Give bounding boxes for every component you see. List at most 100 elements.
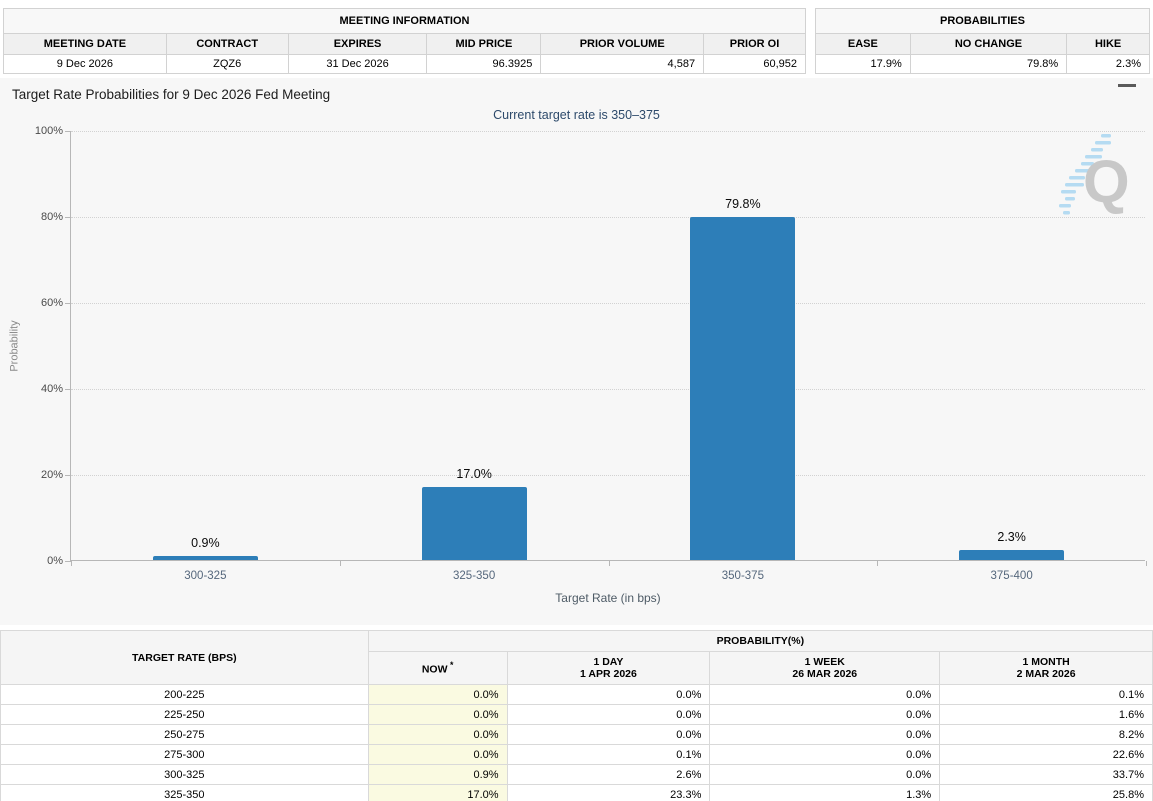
probability-value: 79.8% (909, 54, 1068, 74)
meeting-information-title: MEETING INFORMATION (3, 8, 806, 34)
probability-group-header: PROBABILITY(%) (367, 630, 1153, 652)
chart-subtitle: Current target rate is 350–375 (493, 108, 660, 122)
one-day-probability-cell: 0.1% (506, 744, 711, 765)
one-week-probability-cell: 0.0% (709, 724, 941, 745)
one-month-probability-cell: 8.2% (939, 724, 1153, 745)
hamburger-bar (1118, 84, 1136, 87)
now-probability-cell: 0.0% (367, 744, 508, 765)
one-day-probability-cell: 23.3% (506, 784, 711, 801)
probability-bar[interactable] (152, 556, 258, 560)
x-axis-title: Target Rate (in bps) (555, 591, 661, 605)
y-axis-tick (65, 131, 71, 132)
x-axis-category-label: 350-375 (721, 570, 764, 582)
target-rate-cell: 200-225 (0, 684, 369, 705)
gridline (71, 303, 1145, 304)
one-week-probability-cell: 0.0% (709, 704, 941, 725)
probabilities-summary-table: PROBABILITIES EASE NO CHANGE HIKE 17.9% 79.… (815, 8, 1150, 74)
bar-value-label: 79.8% (725, 196, 761, 211)
x-axis-tick (877, 561, 879, 566)
meeting-info-value: 9 Dec 2026 (3, 54, 167, 74)
table-row: 325-350 17.0% 23.3% 1.3% 25.8% (0, 784, 1153, 801)
one-month-probability-cell: 25.8% (939, 784, 1153, 801)
table-row: 250-275 0.0% 0.0% 0.0% 8.2% (0, 724, 1153, 745)
probability-bar[interactable] (690, 216, 796, 560)
y-axis-tick (65, 561, 71, 562)
probability-subcolumn-header: NOW * (367, 651, 508, 685)
meeting-info-value: 31 Dec 2026 (287, 54, 428, 74)
probability-column-header: HIKE (1066, 33, 1150, 55)
one-week-probability-cell: 1.3% (709, 784, 941, 801)
y-axis-tick (65, 389, 71, 390)
meeting-info-value: ZQZ6 (165, 54, 289, 74)
target-rate-cell: 250-275 (0, 724, 369, 745)
meeting-information-table: MEETING INFORMATION MEETING DATE CONTRACT… (3, 8, 806, 74)
x-axis-category-label: 300-325 (184, 570, 227, 582)
y-axis-tick-label: 80% (40, 211, 63, 223)
target-rate-cell: 275-300 (0, 744, 369, 765)
meeting-info-value: 60,952 (703, 54, 806, 74)
meeting-information-data-row: 9 Dec 2026 ZQZ6 31 Dec 2026 96.3925 4,587 60,… (3, 54, 806, 74)
meeting-info-column-header: EXPIRES (287, 33, 428, 55)
meeting-info-value: 96.3925 (426, 54, 542, 74)
x-axis-category-label: 325-350 (453, 570, 496, 582)
now-probability-cell: 0.0% (367, 684, 508, 705)
one-day-probability-cell: 0.0% (506, 724, 711, 745)
one-day-probability-cell: 2.6% (506, 764, 711, 785)
bar-value-label: 17.0% (456, 466, 492, 481)
x-axis-tick (339, 561, 341, 566)
now-probability-cell: 0.0% (367, 704, 508, 725)
probability-value: 17.9% (815, 54, 911, 74)
one-month-probability-cell: 33.7% (939, 764, 1153, 785)
chart-panel: Target Rate Probabilities for 9 Dec 2026… (0, 78, 1153, 625)
x-axis-tick (608, 561, 610, 566)
gridline (71, 475, 1145, 476)
meeting-information-header-row: MEETING DATE CONTRACT EXPIRES MID PRICE PRIO… (3, 33, 806, 55)
one-day-probability-cell: 0.0% (506, 704, 711, 725)
now-probability-cell: 0.9% (367, 764, 508, 785)
watermark-dashes (1059, 134, 1111, 215)
target-rate-cell: 300-325 (0, 764, 369, 785)
target-rate-cell: 325-350 (0, 784, 369, 801)
meeting-info-column-header: PRIOR OI (703, 33, 806, 55)
y-axis-tick-label: 20% (40, 469, 63, 481)
y-axis-tick (65, 475, 71, 476)
probabilities-header-row: EASE NO CHANGE HIKE (815, 33, 1150, 55)
watermark-letter-q: Q (1083, 148, 1130, 215)
x-axis-tick (1146, 561, 1147, 566)
y-axis-tick (65, 303, 71, 304)
gridline (71, 389, 1145, 390)
meeting-info-column-header: MID PRICE (426, 33, 542, 55)
quikstrike-watermark: Q (1059, 134, 1130, 215)
y-axis-tick-label: 0% (47, 555, 63, 567)
plot-area: Probability Target Rate (in bps) 0% 20% 40… (9, 125, 1147, 605)
probability-bar[interactable] (421, 486, 527, 560)
table-row: 200-225 0.0% 0.0% 0.0% 0.1% (0, 684, 1153, 705)
probability-subcolumn-header: 1 MONTH 2 MAR 2026 (939, 651, 1153, 685)
bar-value-label: 2.3% (997, 530, 1026, 545)
y-axis-title: Probability (7, 131, 23, 561)
meeting-info-value: 4,587 (540, 54, 705, 74)
target-rate-cell: 225-250 (0, 704, 369, 725)
one-day-probability-cell: 0.0% (506, 684, 711, 705)
table-row: 300-325 0.9% 2.6% 0.0% 33.7% (0, 764, 1153, 785)
one-month-probability-cell: 0.1% (939, 684, 1153, 705)
probability-column-header-row: NOW * 1 DAY 1 APR 2026 1 WEEK 26 MAR 2026 1 M… (1, 651, 1153, 685)
y-axis-tick-label: 60% (40, 297, 63, 309)
x-axis-tick (71, 561, 72, 566)
table-row: 275-300 0.0% 0.1% 0.0% 22.6% (0, 744, 1153, 765)
meeting-info-column-header: MEETING DATE (3, 33, 167, 55)
y-axis-title-text: Probability (9, 320, 22, 372)
probability-history-table: TARGET RATE (BPS) PROBABILITY(%) NOW * 1 … (0, 630, 1153, 801)
target-rate-bps-header: TARGET RATE (BPS) (0, 630, 369, 685)
gridline (71, 131, 1145, 132)
one-month-probability-cell: 1.6% (939, 704, 1153, 725)
one-week-probability-cell: 0.0% (709, 764, 941, 785)
x-axis-category-label: 375-400 (990, 570, 1033, 582)
meeting-info-column-header: PRIOR VOLUME (540, 33, 705, 55)
y-axis-tick (65, 217, 71, 218)
one-week-probability-cell: 0.0% (709, 684, 941, 705)
chart-title: Target Rate Probabilities for 9 Dec 2026… (12, 87, 331, 102)
probability-bar[interactable] (959, 550, 1065, 560)
now-probability-cell: 0.0% (367, 724, 508, 745)
